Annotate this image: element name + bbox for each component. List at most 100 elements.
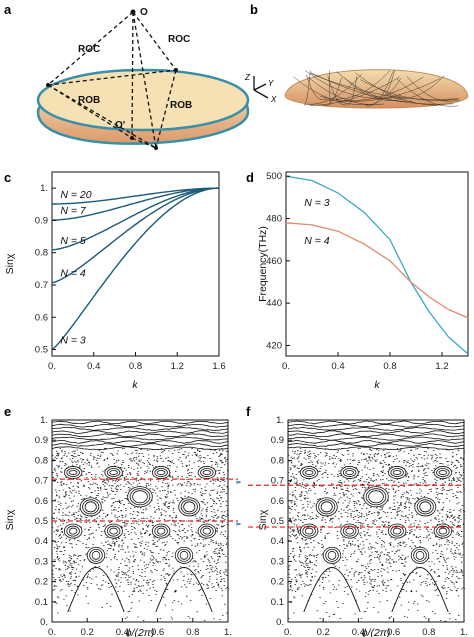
f-ytick-label: 0.4 <box>271 536 284 547</box>
e-ytick-label: 0.3 <box>35 556 48 567</box>
series-labels-d: N = 3 N = 4 <box>304 197 330 247</box>
band-e <box>51 446 229 451</box>
panel-letter-d: d <box>246 170 254 185</box>
f-ytick-label: 0.5 <box>271 516 284 527</box>
ray-lines <box>47 11 177 149</box>
island-e <box>132 490 148 504</box>
c-xtick-label: 1.6 <box>212 361 225 372</box>
panel-f: f 0. 0.2 0.4 0.6 0.8 1.0.0.10.20.30.40.50.60.… <box>246 404 468 637</box>
island-e <box>154 525 168 537</box>
f-ytick-label: 0.2 <box>271 577 284 588</box>
d-ytick-label: 480 <box>266 214 282 225</box>
poincare-points-e <box>51 420 230 622</box>
ray-trajectory <box>307 77 385 105</box>
d-ytick-label: 500 <box>266 171 282 182</box>
band-e <box>51 433 229 438</box>
curve-c-series <box>51 187 220 251</box>
island-e <box>68 470 78 475</box>
label-o: O <box>140 7 148 18</box>
vertex-right <box>174 68 178 72</box>
curve-c-series <box>51 187 220 351</box>
island-e <box>91 550 101 560</box>
island-f <box>438 527 448 535</box>
island-f <box>342 468 357 477</box>
red-guide-lines <box>52 478 464 528</box>
band-f <box>287 436 465 441</box>
e-xtick-label: 0.8 <box>186 627 199 637</box>
ray-trajectory <box>309 73 459 100</box>
c-xtick-label: 0. <box>48 361 56 372</box>
e-ytick-label: 0.2 <box>35 577 48 588</box>
band-e <box>51 420 229 425</box>
island-f <box>438 470 448 475</box>
band-e <box>51 436 228 441</box>
band-e <box>51 426 229 431</box>
f-ytick-label: 1. <box>276 415 284 426</box>
y-axis <box>253 83 267 91</box>
island-f <box>365 488 387 506</box>
island-e <box>79 497 102 517</box>
island-f <box>414 497 437 517</box>
panel-letter-c: c <box>4 170 11 185</box>
island-e <box>180 499 198 515</box>
island-f <box>325 548 339 562</box>
e-xtick-label: 1. <box>224 627 232 637</box>
island-f <box>419 501 432 513</box>
ray-trajectory <box>347 76 358 106</box>
axes-triad: Z Y X <box>244 73 277 104</box>
island-e <box>82 499 100 515</box>
label-rob-right: ROB <box>170 100 192 111</box>
island-e <box>156 527 166 535</box>
island-f <box>302 468 316 477</box>
e-xtick-label: 0.6 <box>151 627 164 637</box>
f-xtick-label: 0. <box>284 627 292 637</box>
island-e <box>178 497 201 517</box>
curve-d-series <box>285 175 469 355</box>
island-f <box>436 525 450 537</box>
c-xtick-label: 1.2 <box>171 361 184 372</box>
ylabel-d: Frequency(THz) <box>257 226 269 302</box>
island-f <box>318 499 336 515</box>
vertex-bottom <box>154 146 158 150</box>
island-e <box>89 548 103 562</box>
x-axis-label: X <box>270 95 277 104</box>
z-axis-label: Z <box>244 73 251 82</box>
f-ytick-label: 0.9 <box>271 435 284 446</box>
d-ytick-label: 460 <box>266 256 282 267</box>
panel-b: b Z Y X <box>244 2 469 109</box>
ticks-f: 0. 0.2 0.4 0.6 0.8 1. 0. 0.1 0.2 0.3 0.4 0.5 0.6 0.7 0… <box>271 415 468 637</box>
series-label-c: N = 20 <box>60 189 91 201</box>
f-ytick-label: 0.8 <box>271 455 284 466</box>
island-e <box>200 468 214 477</box>
e-ytick-label: 0. <box>40 617 48 628</box>
ticks-c: 0. 0.4 0.8 1.2 1.6 0.5 0.6 0.7 0.8 0.9 1. <box>35 183 226 372</box>
label-o-prime: O' <box>115 120 125 131</box>
poincare-points-f <box>287 420 466 622</box>
f-ytick-label: 0. <box>276 617 284 628</box>
ray-trajectory <box>323 77 342 106</box>
island-f <box>304 527 314 535</box>
ray-trajectory <box>387 75 445 99</box>
island-e <box>177 548 191 562</box>
xlabel-c: k <box>132 379 138 391</box>
island-e <box>66 468 80 477</box>
series-label-c: N = 7 <box>60 205 87 217</box>
xlabel-f: ϕ/(2π) <box>362 627 391 637</box>
band-e <box>51 439 229 444</box>
island-e <box>129 488 151 506</box>
mirror-rim <box>36 68 250 132</box>
c-ytick-label: 0.6 <box>35 312 48 323</box>
e-ytick-label: 0.7 <box>35 476 48 487</box>
island-f <box>436 468 450 477</box>
island-f <box>413 548 427 562</box>
f-xtick-label: 0.6 <box>387 627 400 637</box>
arch-f <box>303 567 361 613</box>
ray-trajectory <box>305 74 328 100</box>
island-f <box>392 470 402 475</box>
f-xtick-label: 0.2 <box>317 627 330 637</box>
c-ytick-label: 1. <box>40 183 48 194</box>
band-e <box>51 443 229 447</box>
curve-c-series <box>52 187 220 221</box>
island-f <box>342 525 357 537</box>
